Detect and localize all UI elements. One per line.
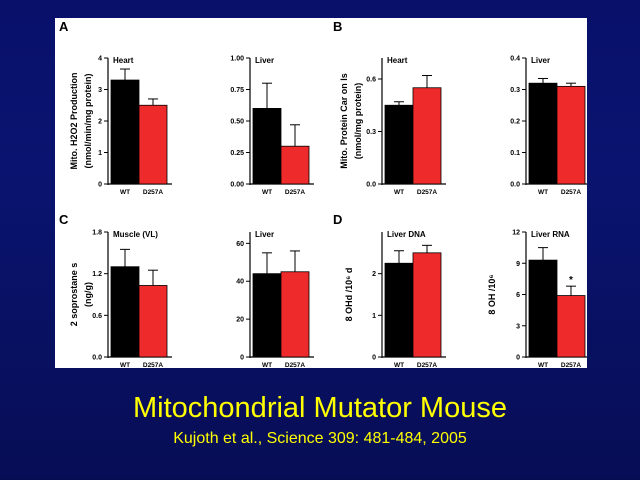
chart5-tick-label: 0.6 — [92, 313, 102, 320]
chart5-tick-label: 0.0 — [92, 355, 102, 362]
chart8-tick-label: 12 — [512, 230, 520, 237]
chart6-subtitle: Liver — [255, 230, 274, 239]
chart7-tick-label: 1 — [372, 313, 376, 320]
chart2-category-label: WT — [262, 189, 272, 196]
chart1-category-label: WT — [120, 189, 130, 196]
chart7-bar-d257a — [412, 252, 442, 358]
chart6-category-label: WT — [262, 362, 272, 368]
chart5-subtitle: Muscle (VL) — [113, 230, 158, 239]
chart4-tick-label: 0.3 — [510, 87, 520, 94]
chart4-category-label: WT — [538, 189, 548, 196]
chart1-y-axis-label: (nmol/min/mg protein) — [83, 74, 93, 169]
chart3-bar-wt — [384, 104, 414, 185]
chart6-tick-label: 20 — [236, 317, 244, 324]
chart2-tick-label: 0.75 — [230, 87, 244, 94]
chart3-tick-label: 0.3 — [366, 129, 376, 136]
chart5-category-label: D257A — [143, 362, 164, 368]
chart6-tick-label: 0 — [240, 355, 244, 362]
chart2-tick-label: 0.00 — [230, 182, 244, 189]
chart8-tick-label: 6 — [516, 292, 520, 299]
chart4-category-label: D257A — [561, 189, 582, 196]
chart1-tick-label: 0 — [98, 182, 102, 189]
chart7-tick-label: 0 — [372, 355, 376, 362]
chart1-tick-label: 1 — [98, 150, 102, 157]
chart8-tick-label: 3 — [516, 323, 520, 330]
chart7-y-axis-label: 8 OHd /10⁶ d — [344, 268, 354, 322]
chart8-tick-label: 9 — [516, 261, 520, 268]
chart7-category-label: WT — [394, 362, 404, 368]
chart2-category-label: D257A — [285, 189, 306, 196]
chart2-bar-d257a — [280, 145, 310, 185]
chart1-bar-d257a — [138, 104, 168, 185]
slide-title: Mitochondrial Mutator Mouse — [133, 392, 507, 424]
chart4-bar-wt — [528, 82, 558, 185]
chart6-bar-wt — [252, 273, 282, 358]
chart1-tick-label: 3 — [98, 87, 102, 94]
chart1-subtitle: Heart — [113, 56, 134, 65]
chart8-category-label: WT — [538, 362, 548, 368]
chart7-subtitle: Liver DNA — [387, 230, 426, 239]
chart3-category-label: D257A — [417, 189, 438, 196]
chart7-category-label: D257A — [417, 362, 438, 368]
chart4-tick-label: 0.4 — [510, 56, 520, 63]
chart5-bar-wt — [110, 266, 140, 358]
chart3-category-label: WT — [394, 189, 404, 196]
chart3-y-axis-label: (nmol/mg protein) — [353, 83, 363, 160]
chart4-tick-label: 0.0 — [510, 182, 520, 189]
chart5-y-axis-label: 2 soprostane s — [69, 263, 79, 327]
chart4-tick-label: 0.2 — [510, 119, 520, 126]
chart8-tick-label: 0 — [516, 355, 520, 362]
chart4-tick-label: 0.1 — [510, 150, 520, 157]
chart7-tick-label: 2 — [372, 271, 376, 278]
chart2-tick-label: 0.50 — [230, 119, 244, 126]
chart2-subtitle: Liver — [255, 56, 274, 65]
chart1-y-axis-label: Mito. H2O2 Production — [69, 72, 79, 169]
slide-citation: Kujoth et al., Science 309: 481-484, 200… — [173, 430, 467, 447]
chart6-category-label: D257A — [285, 362, 306, 368]
chart7-panel-letter: D — [333, 212, 342, 227]
chart6-tick-label: 40 — [236, 279, 244, 286]
chart3-panel-letter: B — [333, 19, 342, 34]
chart8-bar-d257a — [556, 295, 586, 358]
chart3-tick-label: 0.6 — [366, 77, 376, 84]
chart8-subtitle: Liver RNA — [531, 230, 570, 239]
chart3-tick-label: 0.0 — [366, 182, 376, 189]
chart8-bar-wt — [528, 259, 558, 358]
chart1-category-label: D257A — [143, 189, 164, 196]
chart4-subtitle: Liver — [531, 56, 550, 65]
chart5-tick-label: 1.8 — [92, 230, 102, 237]
chart3-bar-d257a — [412, 87, 442, 185]
chart2-bar-wt — [252, 108, 282, 185]
chart2-tick-label: 0.25 — [230, 150, 244, 157]
chart1-tick-label: 4 — [98, 56, 102, 63]
chart2-tick-label: 1.00 — [230, 56, 244, 63]
chart6-tick-label: 60 — [236, 241, 244, 248]
chart7-bar-wt — [384, 262, 414, 358]
chart8-y-axis-label: 8 OH /10⁶ — [487, 274, 497, 314]
chart6-bar-d257a — [280, 271, 310, 358]
figure-panel: 0 1 2 3 4 WT D257A Heart A Mito. H2O2 Production(… — [55, 18, 587, 368]
chart1-tick-label: 2 — [98, 119, 102, 126]
chart5-tick-label: 1.2 — [92, 271, 102, 278]
chart5-y-axis-label: (ng/g) — [83, 282, 93, 307]
chart5-panel-letter: C — [59, 212, 69, 227]
chart3-subtitle: Heart — [387, 56, 408, 65]
chart4-bar-d257a — [556, 85, 586, 185]
chart5-category-label: WT — [120, 362, 130, 368]
chart1-panel-letter: A — [59, 19, 69, 34]
chart1-bar-wt — [110, 79, 140, 185]
chart8-significance-mark: * — [569, 275, 573, 286]
chart3-y-axis-label: Mito. Protein Car on ls — [339, 73, 349, 169]
chart8-category-label: D257A — [561, 362, 582, 368]
chart5-bar-d257a — [138, 285, 168, 358]
